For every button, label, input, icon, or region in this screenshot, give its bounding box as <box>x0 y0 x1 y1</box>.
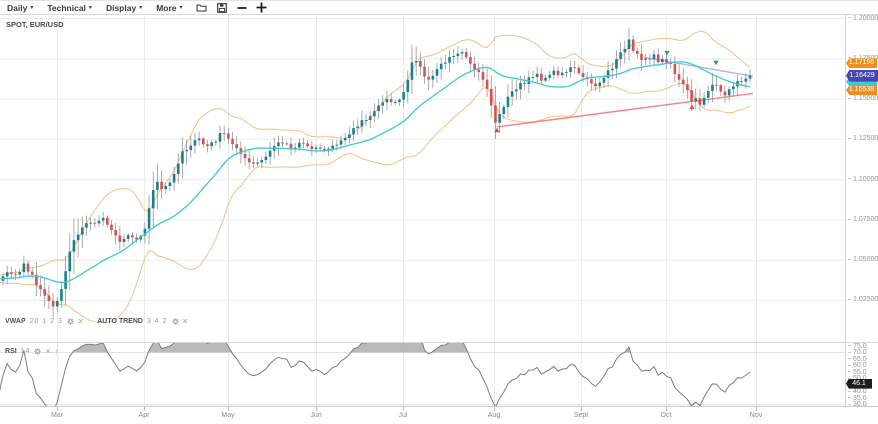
toolbar: Daily ▾ Technical ▾ Display ▾ More ▾ <box>0 1 878 15</box>
month-label: Nov <box>749 412 763 419</box>
auto-trend-legend-params: 3 4 2 <box>146 318 168 325</box>
month-label: Apr <box>138 412 150 419</box>
rsi-tick-label: 35.0 <box>848 395 867 402</box>
pane-divider[interactable] <box>0 342 878 343</box>
rsi-tick-label: 50.0 <box>848 375 867 382</box>
rsi-legend-name: RSI <box>5 348 17 355</box>
month-tick <box>57 407 58 411</box>
price-tick-label: 1.05000 <box>848 256 878 263</box>
price-tick-label: 1.12500 <box>848 135 878 142</box>
chevron-down-icon: ▾ <box>30 4 34 11</box>
vwap-price-badge <box>846 77 877 87</box>
open-layout-button[interactable] <box>194 1 210 14</box>
auto-trend-legend: AUTO TREND 3 4 2 × <box>97 317 188 326</box>
save-layout-button[interactable] <box>214 1 230 14</box>
rsi-settings-icon[interactable] <box>34 348 42 355</box>
rsi-tick-label: 40.0 <box>848 388 867 395</box>
month-label: Sept <box>573 412 589 419</box>
rsi-tick-label: 75.0 <box>848 343 867 350</box>
price-tick-label: 1.10000 <box>848 176 878 183</box>
rsi-legend: RSI 14 × ↑ <box>5 347 59 356</box>
month-tick <box>494 407 495 411</box>
auto-trend-close-icon[interactable]: × <box>182 316 188 326</box>
price-tick-label: 1.15000 <box>848 95 878 102</box>
bollinger-upper-price-badge: 1.17196 <box>846 58 877 69</box>
month-tick <box>756 407 757 411</box>
price-tick-label: 1.07500 <box>848 216 878 223</box>
rsi-tick-label: 55.0 <box>848 369 867 376</box>
vwap-close-icon[interactable]: × <box>77 316 84 326</box>
chevron-down-icon: ▾ <box>139 4 143 11</box>
menu-more-label: More <box>156 2 177 13</box>
month-label: Aug <box>487 412 501 419</box>
vwap-legend-name: VWAP <box>5 318 26 325</box>
floppy-disk-icon <box>216 2 227 13</box>
month-label: Oct <box>660 412 672 419</box>
vwap-legend-params: 20 1 2 3 <box>29 318 63 325</box>
menu-more[interactable]: More ▾ <box>149 1 189 14</box>
time-axis[interactable]: Mar Apr May Jun Jul Aug Sept Oct Nov <box>0 406 878 424</box>
rsi-pane-legend: RSI 14 × ↑ <box>5 347 59 356</box>
symbol-label: SPOT, EUR/USD <box>6 20 64 29</box>
auto-trend-legend-name: AUTO TREND <box>97 318 143 325</box>
vwap-settings-icon[interactable] <box>67 318 74 325</box>
bollinger-lower-price-badge: 1.15538 <box>846 84 877 95</box>
vwap-legend: VWAP 20 1 2 3 × <box>5 317 83 326</box>
menu-technical-label: Technical <box>47 2 86 13</box>
month-tick <box>403 407 404 411</box>
rsi-tick-label: 70.0 <box>848 349 867 356</box>
menu-technical[interactable]: Technical ▾ <box>40 1 99 14</box>
last-price-badge: 1.16429 <box>846 69 878 82</box>
price-and-rsi-chart-canvas[interactable] <box>0 1 845 424</box>
month-tick <box>144 407 145 411</box>
folder-icon <box>196 4 207 12</box>
chevron-down-icon: ▾ <box>88 4 92 11</box>
rsi-move-up-icon[interactable]: ↑ <box>54 346 59 356</box>
price-tick-label: 1.02500 <box>848 296 878 303</box>
menu-daily[interactable]: Daily ▾ <box>0 1 40 14</box>
month-label: May <box>221 412 235 419</box>
month-label: Mar <box>50 412 64 419</box>
minus-icon <box>237 6 247 9</box>
main-pane-legend: VWAP 20 1 2 3 × AUTO TREND 3 4 2 × <box>5 317 188 326</box>
zoom-out-button[interactable] <box>234 1 250 14</box>
month-label: Jul <box>398 412 408 419</box>
gear-icon <box>34 348 42 355</box>
rsi-tick-label: 60.0 <box>848 362 867 369</box>
plus-icon <box>256 2 267 13</box>
auto-trend-settings-icon[interactable] <box>171 318 179 325</box>
rsi-tick-label: 30.0 <box>848 401 867 408</box>
menu-display[interactable]: Display ▾ <box>99 1 149 14</box>
menu-display-label: Display <box>105 2 137 13</box>
rsi-value-badge: 46.1 <box>846 378 872 389</box>
menu-daily-label: Daily <box>7 2 28 13</box>
month-tick <box>581 407 582 411</box>
rsi-legend-params: 14 <box>20 348 31 355</box>
rsi-tick-label: 65.0 <box>848 356 867 363</box>
month-tick <box>228 407 229 411</box>
gear-icon <box>67 318 74 325</box>
month-tick <box>666 407 667 411</box>
rsi-close-icon[interactable]: × <box>45 346 51 356</box>
month-label: Jun <box>310 412 322 419</box>
zoom-in-button[interactable] <box>254 1 270 14</box>
price-tick-label: 1.20000 <box>848 15 878 22</box>
month-tick <box>316 407 317 411</box>
gear-icon <box>171 318 179 325</box>
chevron-down-icon: ▾ <box>179 4 183 11</box>
